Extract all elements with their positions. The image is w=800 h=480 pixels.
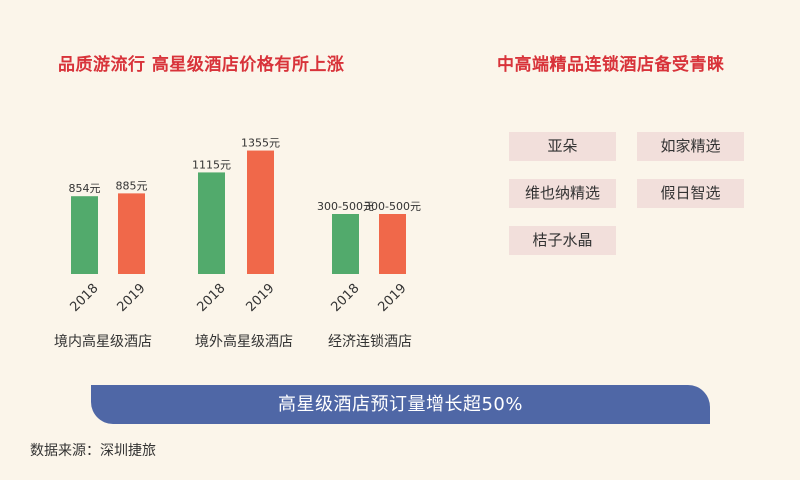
bar-value-label: 300-500元	[317, 200, 374, 213]
bar-value-label: 300-500元	[364, 200, 421, 213]
price-bar-chart: 854元 2018 885元 2019 境内高星级酒店 1115元 2018 1355元 201…	[54, 137, 421, 350]
year-tick-label: 2018	[67, 281, 101, 315]
bar-2018	[198, 172, 225, 274]
booking-growth-banner: 高星级酒店预订量增长超50%	[91, 385, 710, 424]
category-label: 经济连锁酒店	[328, 334, 412, 350]
right-section-title: 中高端精品连锁酒店备受青睐	[497, 55, 725, 75]
year-tick-label: 2018	[328, 281, 362, 315]
bar-value-label: 854元	[69, 182, 101, 195]
bar-2019	[379, 214, 406, 274]
bar-value-label: 1115元	[192, 158, 231, 171]
year-tick-label: 2019	[243, 281, 277, 315]
category-label: 境外高星级酒店	[195, 333, 293, 350]
data-source-note: 数据来源：深圳捷旅	[30, 443, 156, 459]
year-tick-label: 2019	[114, 281, 148, 315]
brand-tag: 维也纳精选	[509, 179, 616, 208]
brand-tag: 桔子水晶	[509, 226, 616, 255]
brand-tag: 如家精选	[637, 132, 744, 161]
bar-2019	[247, 150, 274, 274]
bar-2019	[118, 193, 145, 274]
year-tick-label: 2019	[375, 281, 409, 315]
left-chart-title: 品质游流行 高星级酒店价格有所上涨	[58, 55, 345, 75]
bar-2018	[71, 196, 98, 274]
brand-tag: 亚朵	[509, 132, 616, 161]
year-tick-label: 2018	[194, 281, 228, 315]
brand-tag: 假日智选	[637, 179, 744, 208]
bar-value-label: 1355元	[241, 137, 280, 150]
bar-2018	[332, 214, 359, 274]
category-label: 境内高星级酒店	[54, 333, 152, 350]
bar-value-label: 885元	[116, 179, 148, 192]
